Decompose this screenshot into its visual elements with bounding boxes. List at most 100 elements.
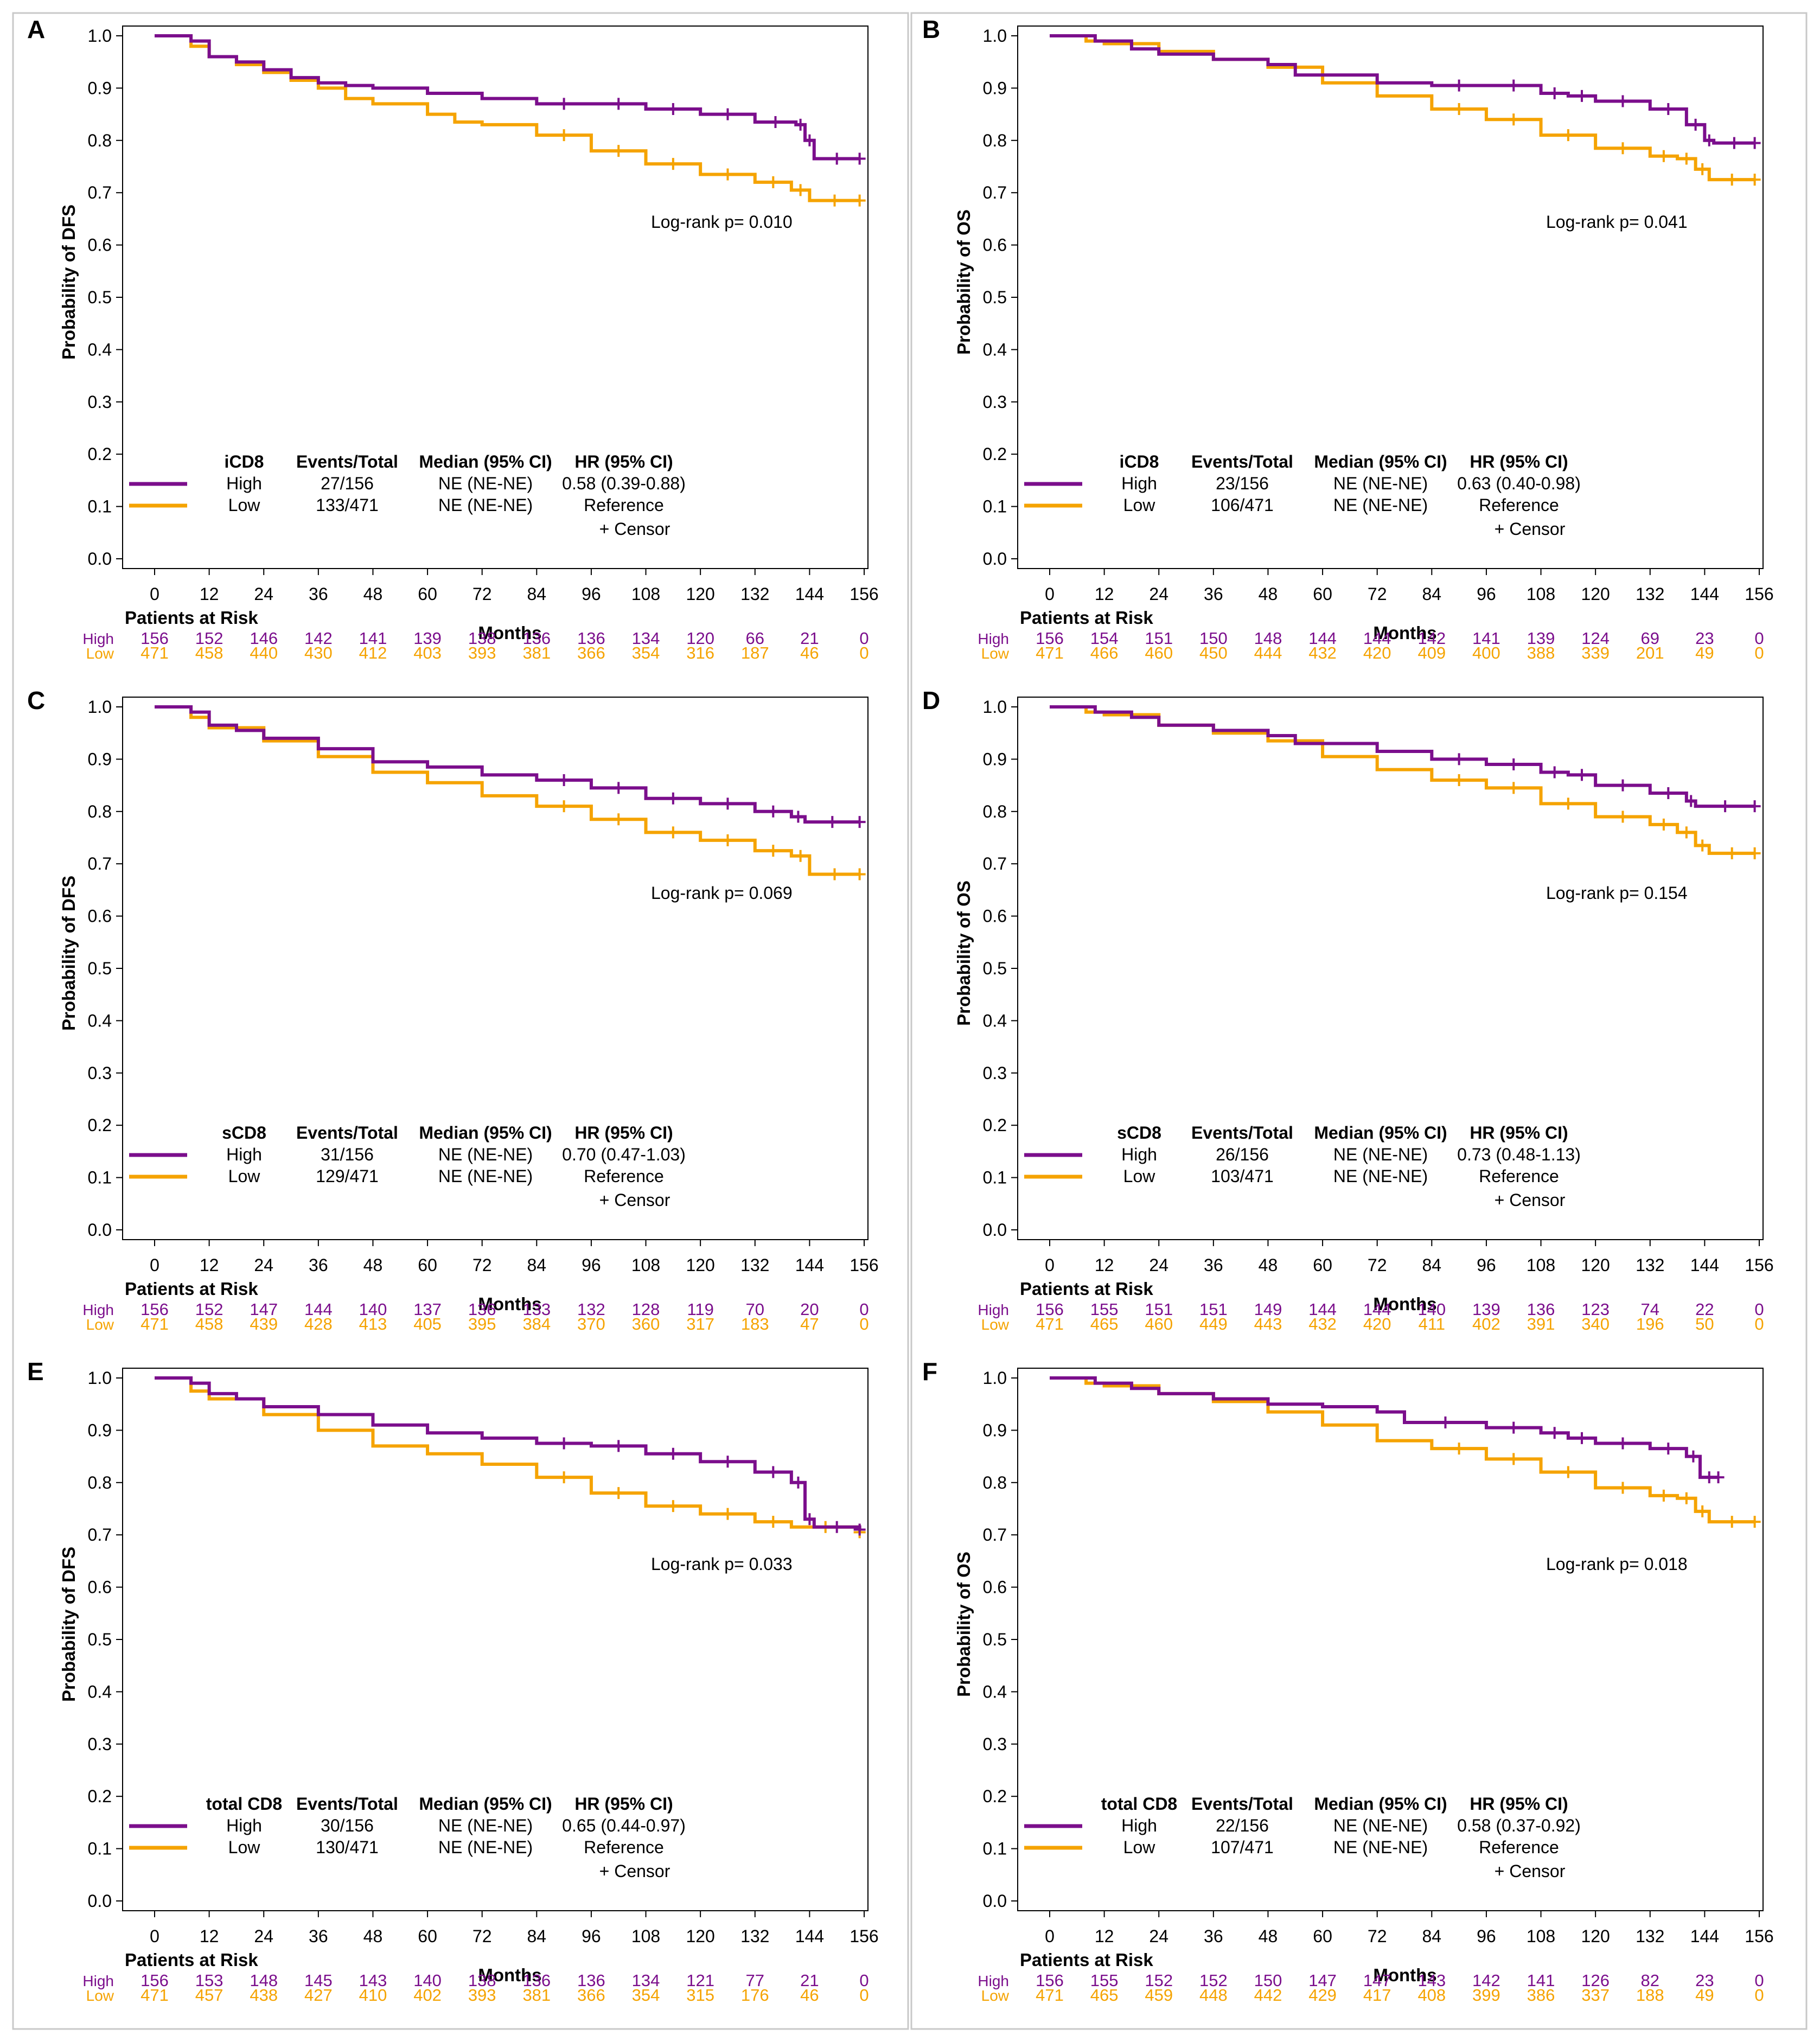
legend-col-median: Median (95% CI) [1314, 1123, 1447, 1143]
panel-a: A 0.0 0.1 0.2 0.3 0.4 0.5 0.6 0.7 0.8 0.9 1.0 0 12 24 3… [27, 15, 879, 662]
curve-low [155, 34, 860, 202]
y-tick-label: 1.0 [88, 26, 112, 46]
legend-hr: Reference [1479, 495, 1559, 515]
risk-count: 136 [577, 629, 605, 648]
x-tick-label: 144 [795, 1255, 824, 1275]
y-tick-label: 0.7 [983, 1525, 1007, 1545]
risk-count: 0 [1754, 1300, 1764, 1319]
x-tick-label: 84 [1422, 584, 1442, 604]
censor-mark-high [721, 108, 734, 120]
censor-mark-low [1748, 1516, 1761, 1528]
legend-col-hr: HR (95% CI) [1470, 1123, 1568, 1143]
y-tick-label: 0.8 [88, 802, 112, 821]
censor-mark-high [1728, 137, 1740, 149]
risk-count: 147 [1363, 1971, 1391, 1990]
legend-censor: + Censor [599, 519, 670, 539]
censor-mark-high [558, 98, 570, 110]
panel-letter: B [922, 15, 940, 43]
curve-low [1050, 705, 1755, 855]
censor-mark-low [721, 1508, 734, 1520]
x-tick-label: 60 [1313, 584, 1332, 604]
risk-count: 144 [1308, 629, 1337, 648]
y-tick-label: 0.5 [88, 1630, 112, 1649]
x-tick-label: 48 [1259, 584, 1278, 604]
curve-low [155, 1376, 861, 1533]
risk-count: 438 [250, 1986, 278, 2005]
risk-count: 156 [1036, 1300, 1064, 1319]
y-axis-label: Probability of OS [954, 1552, 974, 1697]
risk-count: 139 [413, 629, 442, 648]
x-tick-label: 48 [363, 1926, 383, 1946]
y-axis-label: Probability of DFS [59, 1547, 79, 1702]
legend-median: NE (NE-NE) [1333, 1837, 1428, 1857]
censor-mark-high [792, 1476, 804, 1489]
risk-count: 50 [1695, 1314, 1714, 1333]
risk-count: 151 [1145, 629, 1173, 648]
censor-mark-low [1508, 113, 1520, 126]
x-tick-label: 48 [363, 584, 383, 604]
risk-count: 77 [746, 1971, 764, 1990]
risk-count: 460 [1145, 1314, 1173, 1333]
x-tick-label: 24 [1149, 584, 1168, 604]
panel-letter: A [27, 15, 45, 43]
curve-high [1050, 1376, 1719, 1479]
risk-count: 21 [800, 629, 819, 648]
censor-mark-high [721, 797, 734, 810]
risk-row-label: High [978, 1973, 1009, 1989]
risk-count: 430 [304, 643, 333, 662]
legend-col-median: Median (95% CI) [419, 1794, 552, 1814]
y-tick-label: 0.2 [983, 1115, 1007, 1135]
logrank-pvalue: Log-rank p= 0.154 [1546, 883, 1688, 903]
risk-count: 459 [1145, 1986, 1173, 2005]
risk-count: 22 [1695, 1300, 1714, 1319]
censor-mark-high [612, 782, 625, 794]
risk-count: 399 [1472, 1986, 1500, 2005]
risk-count: 432 [1308, 643, 1337, 662]
risk-count: 460 [1145, 643, 1173, 662]
censor-mark-low [1562, 1466, 1574, 1478]
x-tick-label: 84 [527, 1926, 547, 1946]
legend-median: NE (NE-NE) [438, 1145, 533, 1164]
censor-mark-high [1748, 137, 1761, 149]
y-tick-label: 0.8 [88, 131, 112, 150]
risk-count: 69 [1641, 629, 1659, 648]
risk-count: 153 [195, 1971, 223, 1990]
panel-letter: C [27, 686, 45, 714]
risk-count: 354 [632, 1986, 660, 2005]
y-tick-label: 0.7 [983, 183, 1007, 202]
y-tick-label: 0.8 [983, 802, 1007, 821]
censor-mark-low [828, 868, 841, 880]
risk-count: 471 [141, 643, 169, 662]
risk-count: 315 [686, 1986, 714, 2005]
censor-mark-high [1748, 800, 1761, 813]
legend-events: 30/156 [321, 1816, 374, 1835]
legend-col-events: Events/Total [1191, 1123, 1293, 1143]
risk-count: 156 [141, 1300, 169, 1319]
x-tick-label: 12 [200, 1926, 219, 1946]
legend-title: sCD8 [222, 1123, 266, 1143]
legend-hr: 0.58 (0.37-0.92) [1457, 1816, 1581, 1835]
legend-col-median: Median (95% CI) [1314, 452, 1447, 471]
censor-mark-high [1576, 1432, 1588, 1444]
censor-mark-high [1548, 87, 1561, 100]
legend-censor: + Censor [1495, 1861, 1566, 1881]
figure-frame-left [12, 12, 909, 2030]
censor-mark-low [612, 813, 625, 826]
risk-count: 148 [250, 1971, 278, 1990]
x-tick-label: 144 [1690, 584, 1719, 604]
x-tick-label: 0 [1045, 1255, 1055, 1275]
x-axis-label: Months [1373, 623, 1436, 643]
censor-mark-low [1617, 811, 1629, 823]
legend-censor: + Censor [599, 1861, 670, 1881]
risk-count: 0 [1754, 1971, 1764, 1990]
x-tick-label: 0 [1045, 1926, 1055, 1946]
risk-count: 156 [1036, 1971, 1064, 1990]
risk-count: 74 [1641, 1300, 1659, 1319]
risk-count: 49 [1695, 1986, 1714, 2005]
censor-mark-high [612, 98, 625, 110]
risk-count: 139 [1472, 1300, 1500, 1319]
x-tick-label: 108 [631, 584, 660, 604]
risk-count: 410 [359, 1986, 387, 2005]
y-tick-label: 0.5 [88, 959, 112, 978]
x-tick-label: 96 [1477, 1255, 1496, 1275]
